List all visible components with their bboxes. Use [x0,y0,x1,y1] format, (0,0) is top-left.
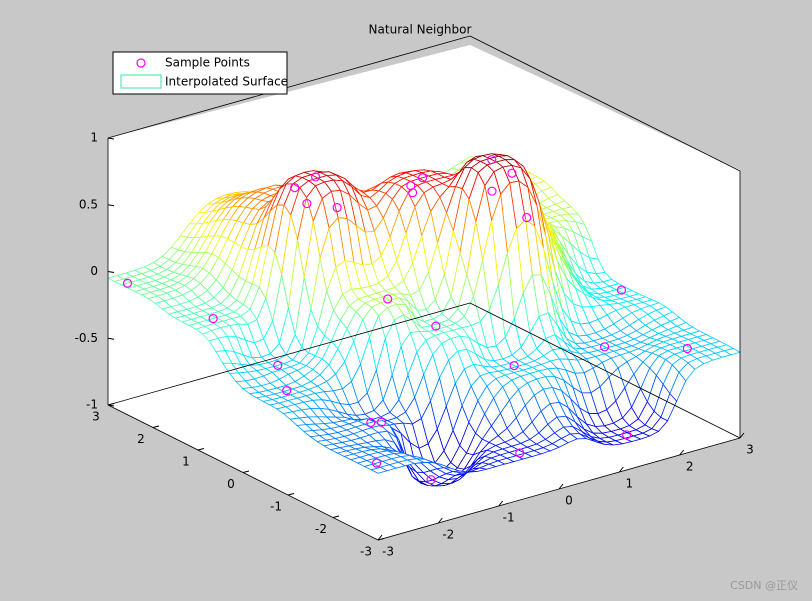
y-tick-label: 2 [137,432,145,446]
x-tick [437,517,443,524]
mesh-cell [370,466,389,474]
sample-point [487,186,497,196]
y-tick [287,493,295,496]
x-tick-label: 3 [746,443,754,457]
x-tick-label: 0 [565,494,573,508]
x-tick [377,534,383,541]
x-tick [558,483,564,490]
sample-point [383,294,393,304]
legend-label: Sample Points [165,56,250,70]
watermark: CSDN @正仪 [730,579,798,592]
z-tick-label: 0 [90,264,98,278]
y-tick-label: 1 [182,455,190,469]
y-tick [242,470,250,473]
x-tick-label: -1 [503,511,515,525]
y-tick-label: -1 [270,500,282,514]
x-tick-label: 1 [626,477,634,491]
x-tick-label: -3 [382,545,394,559]
sample-point [408,188,418,198]
legend-items: Sample Points Interpolated Surface [120,56,288,89]
legend-marker [136,58,146,68]
sample-point [509,361,519,371]
sample-point [426,475,436,485]
x-tick [679,449,685,456]
z-tick-label: -1 [86,398,98,412]
sample-point [311,172,321,182]
z-tick [107,271,115,273]
axis-line [469,35,741,172]
sample-point [515,448,525,458]
sample-point [616,285,627,295]
sample-point [302,198,312,209]
y-tick-label: -3 [360,545,372,559]
chart-title: Natural Neighbor [369,23,472,37]
sample-point [273,360,283,370]
y-tick [197,448,205,451]
y-tick [107,403,115,406]
legend-label: Interpolated Surface [165,75,288,89]
sample-point [290,183,300,193]
sample-point [487,155,497,165]
sample-point [507,168,517,178]
sample-point [122,278,133,288]
mesh [106,153,742,487]
y-tick-label: 0 [227,477,235,491]
z-tick [107,337,115,340]
sample-point [208,313,218,324]
sample-point [599,342,610,352]
y-tick-label: 3 [92,410,100,424]
sample-point [622,430,632,440]
z-tick-label: -0.5 [75,331,98,345]
axis-line [107,302,471,406]
axis-line [469,302,741,439]
x-tick-label: -2 [442,528,454,542]
y-tick [332,515,340,518]
sample-point [332,203,342,213]
sample-point [417,173,428,183]
y-tick [152,425,160,428]
z-tick-label: 1 [90,131,98,145]
sample-point [371,458,382,468]
x-tick [618,466,624,473]
legend-marker [120,74,162,89]
y-tick [377,538,385,541]
sample-point [376,417,387,427]
sample-point [431,321,441,331]
x-tick [739,432,745,439]
sample-points [122,155,692,485]
axes: -1 -0.5 0 0.5 1 -3 -2 -1 0 1 2 3 -3 -2 -1 0 1 2 3 [75,35,754,559]
z-tick [107,204,115,207]
z-tick [107,137,115,140]
axis-line [107,35,471,139]
sample-point [282,386,292,396]
z-tick-label: 0.5 [79,197,98,211]
sample-point [522,212,532,223]
x-tick-label: 2 [686,460,694,474]
x-tick [498,500,504,507]
sample-point [682,343,692,354]
y-tick-label: -2 [315,522,327,536]
sample-point [366,417,376,428]
